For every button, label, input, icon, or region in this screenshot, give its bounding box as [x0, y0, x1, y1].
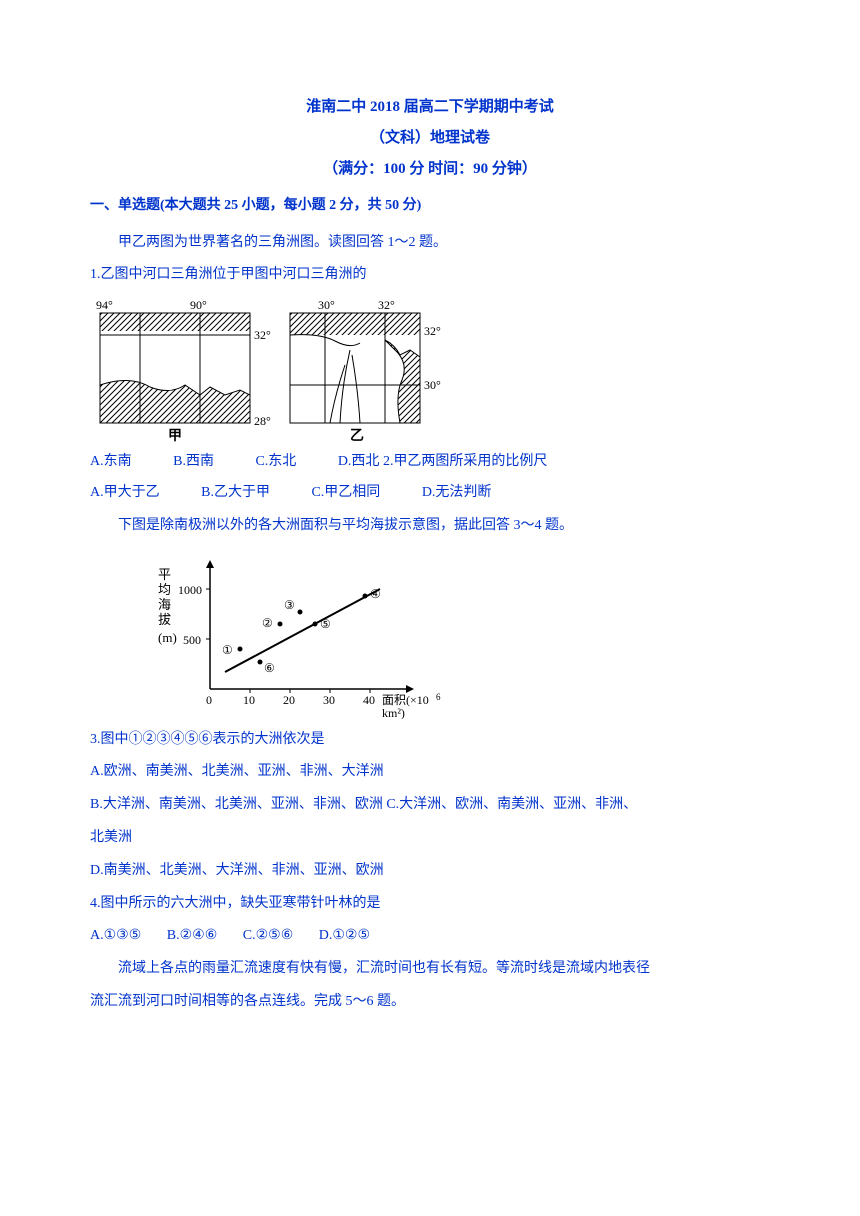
- map-label-yi: 乙: [350, 428, 364, 444]
- question-4: 4.图中所示的六大洲中，缺失亚寒带针叶林的是: [90, 889, 770, 920]
- svg-text:km²): km²): [382, 706, 405, 719]
- q4-opt-b: B.②④⑥: [167, 921, 218, 952]
- q3-opt-c-cont: 北美洲: [90, 823, 770, 854]
- exam-title-1: 淮南二中 2018 届高二下学期期中考试: [90, 94, 770, 121]
- q2-opt-b: B.乙大于甲: [201, 478, 270, 509]
- section-1-heading: 一、单选题(本大题共 25 小题，每小题 2 分，共 50 分): [90, 193, 770, 220]
- svg-text:均: 均: [158, 582, 171, 597]
- lat-28: 28°: [254, 414, 271, 428]
- map-diagram-row: 94° 90° 32° 28° 甲: [90, 295, 770, 445]
- pt-2: ②: [262, 616, 273, 630]
- q1-opt-b: B.西南: [173, 447, 214, 478]
- map-label-jia: 甲: [168, 428, 182, 444]
- q1-q2-line: A.东南 B.西南 C.东北 D.西北 2.甲乙两图所采用的比例尺: [90, 447, 770, 478]
- q1-opt-a: A.东南: [90, 447, 132, 478]
- svg-text:拔: 拔: [158, 612, 171, 627]
- q2-options: A.甲大于乙 B.乙大于甲 C.甲乙相同 D.无法判断: [90, 478, 770, 509]
- q3-opt-d: D.南美洲、北美洲、大洋洲、非洲、亚洲、欧洲: [90, 856, 770, 887]
- q3-opt-b: B.大洋洲、南美洲、北美洲、亚洲、非洲、欧洲: [90, 797, 383, 812]
- q4-options: A.①③⑤ B.②④⑥ C.②⑤⑥ D.①②⑤: [90, 921, 770, 952]
- lon-94: 94°: [96, 298, 113, 312]
- exam-title-3: （满分：100 分 时间：90 分钟）: [90, 156, 770, 183]
- xtick-0: 0: [206, 693, 212, 707]
- lat-30: 30°: [424, 378, 441, 392]
- q2-opt-d: D.无法判断: [422, 478, 492, 509]
- xtick-30: 30: [323, 693, 335, 707]
- q3-opt-bc-line: B.大洋洲、南美洲、北美洲、亚洲、非洲、欧洲 C.大洋洲、欧洲、南美洲、亚洲、非…: [90, 790, 770, 821]
- ytick-1000: 1000: [178, 583, 202, 597]
- q2-opt-a: A.甲大于乙: [90, 478, 160, 509]
- q1-opt-d: D.西北: [338, 454, 380, 469]
- lon-32: 32°: [378, 298, 395, 312]
- lat-32a: 32°: [254, 328, 271, 342]
- lon-90: 90°: [190, 298, 207, 312]
- lon-30: 30°: [318, 298, 335, 312]
- scatter-chart: 1000 500 0 10 20 30 40 平 均 海 拔 (m) 面积(×1…: [150, 554, 770, 719]
- q5-intro-a: 流域上各点的雨量汇流速度有快有慢，汇流时间也有长有短。等流时线是流域内地表径: [90, 954, 770, 985]
- question-3: 3.图中①②③④⑤⑥表示的大洲依次是: [90, 725, 770, 756]
- q5-intro-b: 流汇流到河口时间相等的各点连线。完成 5～6 题。: [90, 987, 770, 1018]
- q3-opt-a: A.欧洲、南美洲、北美洲、亚洲、非洲、大洋洲: [90, 757, 770, 788]
- pt-4: ④: [370, 587, 381, 601]
- svg-text:平: 平: [158, 567, 171, 582]
- exam-title-2: （文科）地理试卷: [90, 125, 770, 152]
- xtick-20: 20: [283, 693, 295, 707]
- svg-text:(m): (m): [158, 630, 177, 645]
- q3-opt-c-pre: C.大洋洲、欧洲、南美洲、亚洲、非洲、: [383, 797, 637, 812]
- pt-1: ①: [222, 643, 233, 657]
- ytick-500: 500: [183, 633, 201, 647]
- q4-opt-a: A.①③⑤: [90, 921, 141, 952]
- q4-opt-c: C.②⑤⑥: [243, 921, 294, 952]
- xtick-10: 10: [243, 693, 255, 707]
- svg-text:海: 海: [158, 597, 171, 612]
- q4-opt-d: D.①②⑤: [319, 921, 370, 952]
- q1-intro: 甲乙两图为世界著名的三角洲图。读图回答 1～2 题。: [90, 228, 770, 259]
- q3-intro: 下图是除南极洲以外的各大洲面积与平均海拔示意图，据此回答 3～4 题。: [90, 511, 770, 542]
- q1-opt-c: C.东北: [255, 447, 296, 478]
- question-2: 2.甲乙两图所采用的比例尺: [379, 454, 547, 469]
- pt-6: ⑥: [264, 661, 275, 675]
- question-1: 1.乙图中河口三角洲位于甲图中河口三角洲的: [90, 260, 770, 291]
- pt-5: ⑤: [320, 617, 331, 631]
- svg-text:6: 6: [436, 692, 441, 702]
- q2-opt-c: C.甲乙相同: [311, 478, 380, 509]
- lat-32b: 32°: [424, 324, 441, 338]
- pt-3: ③: [284, 598, 295, 612]
- xtick-40: 40: [363, 693, 375, 707]
- xlabel: 面积(×10: [382, 693, 429, 707]
